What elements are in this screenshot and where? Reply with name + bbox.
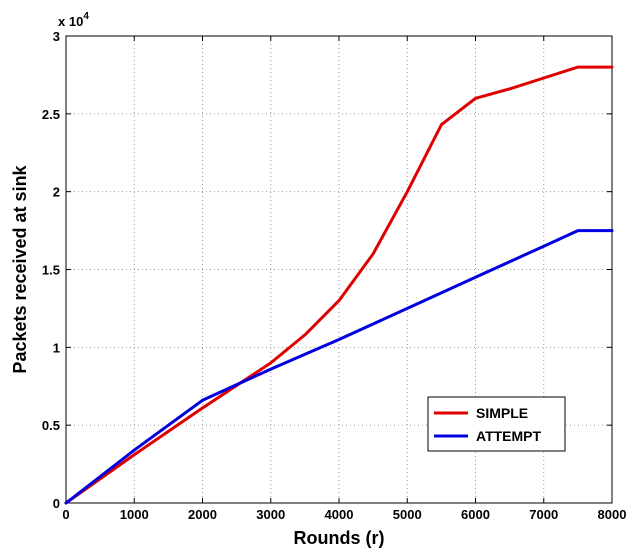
x-tick-labels: 0 1000 2000 3000 4000 5000 6000 7000 8000	[62, 507, 626, 522]
series-line-simple	[64, 65, 614, 505]
x-tick-label: 4000	[325, 507, 354, 522]
y-axis-multiplier: x 104	[58, 11, 89, 29]
y-tick-label: 3	[53, 29, 60, 44]
y-tick-label: 1.5	[42, 263, 60, 278]
x-tick-label: 7000	[529, 507, 558, 522]
x-tick-label: 1000	[120, 507, 149, 522]
x-tick-label: 5000	[393, 507, 422, 522]
legend-label-attempt: ATTEMPT	[476, 428, 542, 444]
y-tick-label: 1	[53, 340, 60, 355]
tick-marks	[65, 35, 613, 504]
legend-label-simple: SIMPLE	[476, 405, 528, 421]
x-axis-label: Rounds (r)	[294, 528, 385, 548]
legend-box	[427, 396, 566, 452]
y-axis-label: Packets received at sink	[10, 164, 30, 373]
legend: SIMPLE ATTEMPT	[427, 396, 566, 452]
x-tick-label: 3000	[256, 507, 285, 522]
x-tick-label: 8000	[598, 507, 627, 522]
y-tick-label: 2.5	[42, 107, 60, 122]
y-tick-label: 0	[53, 496, 60, 511]
series-lines	[64, 65, 614, 505]
grid	[66, 36, 612, 503]
y-tick-label: 0.5	[42, 418, 60, 433]
series-line-attempt	[64, 229, 614, 505]
x-tick-label: 2000	[188, 507, 217, 522]
y-tick-labels: 0 0.5 1 1.5 2 2.5 3	[42, 29, 60, 511]
x-tick-label: 0	[62, 507, 69, 522]
y-tick-label: 2	[53, 185, 60, 200]
x-tick-label: 6000	[461, 507, 490, 522]
